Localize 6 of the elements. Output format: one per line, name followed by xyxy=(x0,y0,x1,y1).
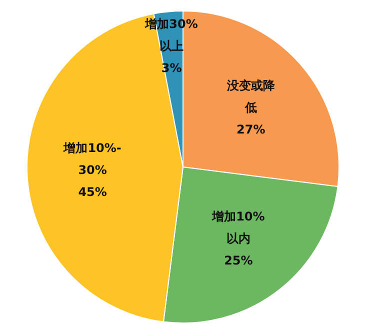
slice-label: 没变或降低 xyxy=(226,78,276,114)
data-label: 27% xyxy=(236,122,266,136)
data-label: 25% xyxy=(224,254,253,268)
data-label: 45% xyxy=(78,185,107,200)
slice-label: 增加10%以内 xyxy=(211,210,265,246)
slice-label: 增加10%-30% xyxy=(62,141,122,178)
